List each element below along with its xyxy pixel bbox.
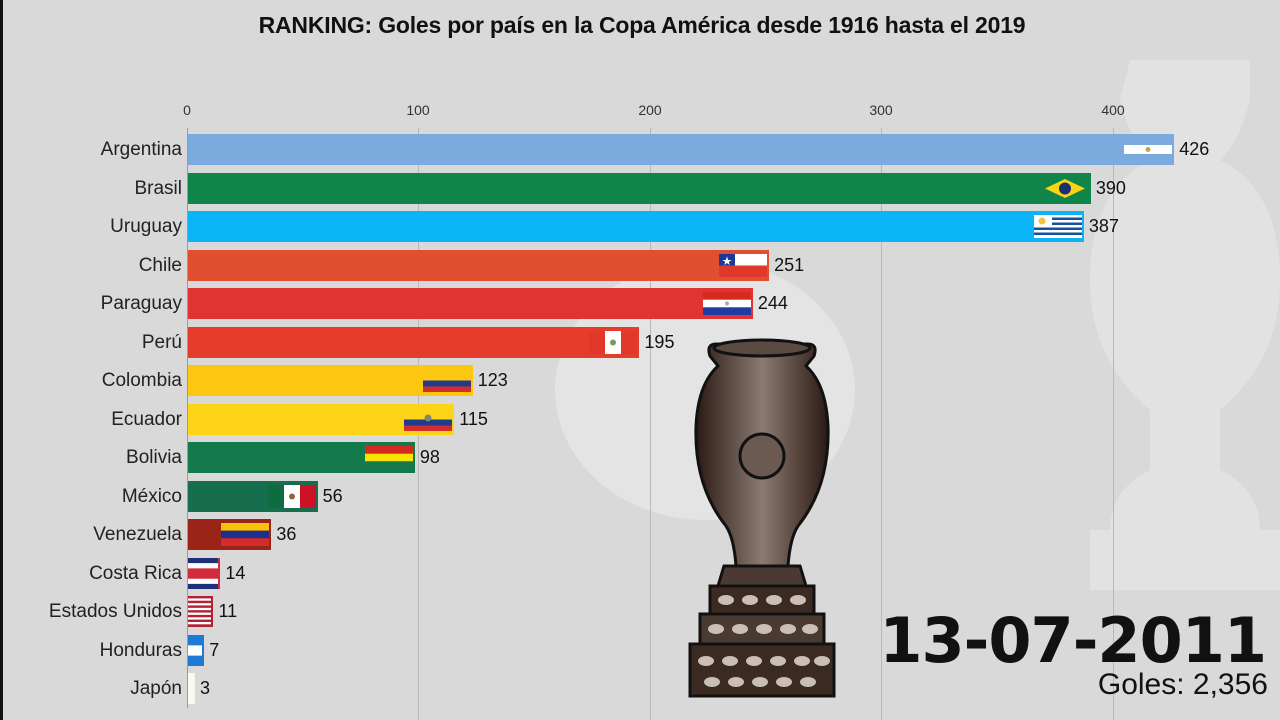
current-date-label: 13-07-2011 — [879, 604, 1267, 677]
country-label: Japón — [130, 678, 182, 699]
venezuela-flag-icon — [221, 523, 270, 546]
bar-row: Ecuador 115 — [0, 403, 1280, 435]
bar-row: Bolivia 98 — [0, 442, 1280, 473]
uruguay-flag-icon — [1033, 215, 1082, 238]
chart-title: RANKING: Goles por país en la Copa Améri… — [258, 12, 1026, 38]
bar-value-label: 195 — [644, 331, 675, 352]
bar-row: Honduras 7 — [0, 634, 1280, 666]
japan-flag-icon — [188, 673, 193, 704]
bar-row: Estados Unidos 11 — [0, 596, 1280, 627]
chile-flag-icon — [719, 253, 768, 277]
gridline-400 — [1113, 128, 1114, 720]
copa-america-trophy-image — [688, 338, 836, 698]
paraguay-flag-icon — [702, 292, 751, 315]
left-edge-border — [0, 0, 3, 720]
bar-value-label: 98 — [419, 447, 440, 467]
bar-value-label: 387 — [1088, 216, 1119, 236]
bar-value-label: 3 — [199, 678, 210, 698]
bar-row: Costa Rica 14 — [0, 557, 1280, 589]
x-tick-200: 200 — [638, 102, 662, 118]
country-label: Colombia — [101, 370, 182, 391]
bar-row: Perú 195 — [0, 326, 1280, 358]
bar-row: Brasil 390 — [0, 172, 1280, 204]
mexico-flag-icon — [267, 484, 316, 508]
bar — [188, 634, 205, 666]
usa-flag-icon — [188, 596, 212, 627]
bar — [188, 172, 1091, 204]
costa-rica-flag-icon — [188, 557, 219, 589]
bar — [188, 403, 455, 435]
country-label: Brasil — [134, 177, 182, 199]
country-label: Bolivia — [126, 447, 182, 468]
background-trophy-image — [1090, 60, 1280, 590]
total-goals-label: Goles: 2,356 — [1097, 668, 1268, 701]
colombia-flag-icon — [422, 369, 471, 392]
peru-flag-icon — [589, 330, 638, 354]
country-label: Venezuela — [93, 524, 182, 545]
country-label: México — [121, 485, 182, 507]
bar — [188, 673, 195, 704]
country-label: Ecuador — [111, 408, 182, 430]
bar — [188, 519, 272, 550]
bar-row: Japón 3 — [0, 673, 1280, 704]
country-label: Honduras — [99, 639, 182, 661]
bar-value-label: 56 — [322, 485, 343, 506]
bar-row: Paraguay 244 — [0, 288, 1280, 319]
bolivia-flag-icon — [364, 446, 413, 469]
country-label: Costa Rica — [89, 562, 182, 584]
bar — [188, 365, 473, 396]
bar-row: Argentina 426 — [0, 134, 1280, 165]
country-label: Perú — [141, 331, 182, 353]
argentina-flag-icon — [1124, 138, 1173, 161]
gridline-200 — [650, 128, 651, 720]
bar-value-label: 123 — [477, 370, 508, 390]
country-label: Uruguay — [110, 216, 182, 237]
bar-value-label: 7 — [209, 639, 220, 660]
bar — [188, 288, 753, 319]
x-tick-100: 100 — [406, 102, 430, 118]
bar-value-label: 390 — [1095, 177, 1126, 198]
bar — [188, 557, 221, 589]
x-tick-300: 300 — [869, 102, 893, 118]
bar-value-label: 11 — [218, 601, 238, 621]
bar — [188, 211, 1084, 242]
x-tick-400: 400 — [1101, 102, 1125, 118]
bar-value-label: 426 — [1179, 139, 1210, 159]
bar — [188, 442, 415, 473]
ecuador-flag-icon — [404, 407, 453, 431]
y-axis-line — [187, 128, 188, 708]
honduras-flag-icon — [188, 634, 203, 666]
bar — [188, 596, 214, 627]
country-label: Chile — [138, 254, 182, 276]
bar-value-label: 36 — [276, 524, 297, 544]
brazil-flag-icon — [1040, 176, 1089, 200]
bar-row: Uruguay 387 — [0, 211, 1280, 242]
gridline-300 — [881, 128, 882, 720]
bar-value-label: 14 — [225, 562, 246, 583]
country-label: Paraguay — [100, 293, 182, 314]
bar-value-label: 115 — [459, 408, 488, 429]
country-label: Argentina — [100, 139, 182, 160]
bar-row: México 56 — [0, 480, 1280, 512]
bar — [188, 249, 770, 281]
bar — [188, 134, 1175, 165]
bar — [188, 326, 640, 358]
x-tick-0: 0 — [183, 102, 191, 118]
country-label: Estados Unidos — [48, 601, 182, 622]
bar-value-label: 251 — [774, 254, 805, 275]
bar-row: Venezuela 36 — [0, 519, 1280, 550]
bar-row: Chile 251 — [0, 249, 1280, 281]
bar-row: Colombia 123 — [0, 365, 1280, 396]
bar-value-label: 244 — [757, 293, 788, 313]
bar — [188, 480, 318, 512]
